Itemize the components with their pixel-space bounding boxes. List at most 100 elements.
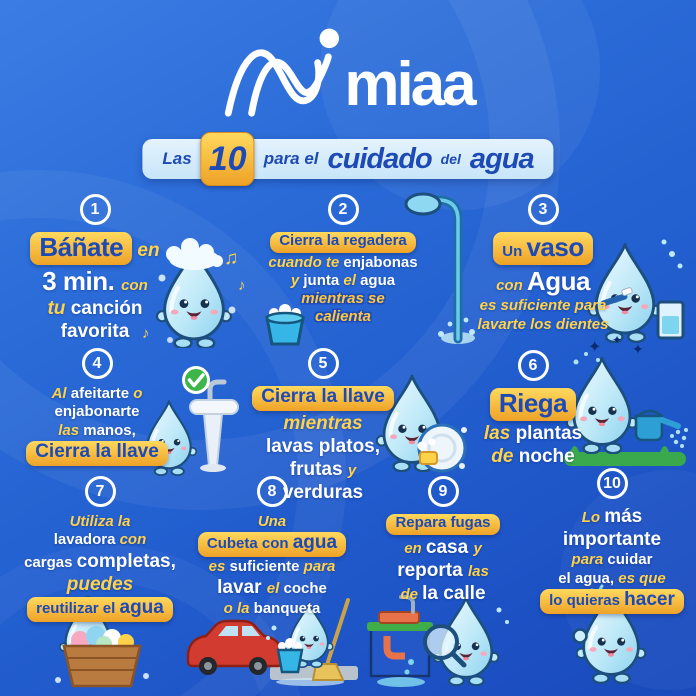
highlight-box: Riega <box>489 388 577 421</box>
text-segment: las <box>58 421 84 439</box>
bucket-icon <box>265 304 305 346</box>
tip-line: Báñate en <box>30 231 160 266</box>
tip-number-badge: 4 <box>81 348 113 379</box>
tip-line: Cierra la llave <box>248 385 398 412</box>
text-segment: noche <box>518 445 575 467</box>
watering-can-icon <box>634 409 681 442</box>
star-icon: ✦ <box>588 339 601 356</box>
text-segment: Báñate <box>39 232 124 262</box>
text-segment: y <box>473 539 482 557</box>
leak-repair-illustration <box>367 595 509 687</box>
shower-head-icon <box>404 192 442 216</box>
text-segment: de <box>400 585 423 603</box>
text-segment: Lo <box>581 509 605 526</box>
tip-line: Repara fugas <box>386 513 500 536</box>
title-banner: Las 10 para el cuidado del agua <box>142 132 554 186</box>
tip-line: Cubeta con agua <box>197 531 347 558</box>
text-segment: agua <box>360 271 396 289</box>
tip-line: 3 min. con <box>30 266 159 298</box>
car-icon <box>186 619 284 675</box>
car-wash-illustration <box>186 598 358 686</box>
tip-line: Riega <box>484 387 582 422</box>
banner-part3: del <box>440 151 461 167</box>
tip-line: calienta <box>268 308 417 326</box>
text-segment: con <box>121 276 148 294</box>
tip-line: Al afeitarte o <box>26 385 168 403</box>
shower-illustration <box>404 192 475 344</box>
tip-number-badge: 3 <box>527 194 559 225</box>
text-segment: completas, <box>76 550 176 572</box>
text-segment: puedes <box>66 573 134 595</box>
tip-line: Un vaso <box>478 231 609 266</box>
text-segment: Al <box>51 385 71 402</box>
text-segment: agua <box>119 596 164 618</box>
text-segment: calienta <box>315 308 371 326</box>
tip-line: enjabonarte <box>26 403 168 421</box>
soap-foam-icon <box>158 238 236 343</box>
text-segment: 3 min. <box>42 265 122 296</box>
star-icon: ✦ <box>612 334 622 347</box>
mascot-toothbrushing-illustration <box>582 239 685 348</box>
text-segment: favorita <box>60 321 130 343</box>
tip-line: mientras se <box>268 290 417 308</box>
tip-number-badge: 6 <box>517 350 549 381</box>
text-segment: es <box>208 558 230 576</box>
tip-card-8: 8 Una Cubeta con agua es suficiente para lav… <box>186 470 358 690</box>
tip-line: Cierra la regadera <box>268 231 417 254</box>
text-segment: cargas <box>24 553 77 571</box>
banner-part1: para el <box>263 149 319 168</box>
tip-number-badge: 2 <box>327 194 359 225</box>
text-segment: hacer <box>624 588 675 610</box>
text-segment: las <box>483 422 516 444</box>
text-segment: lavarte los dientes <box>477 315 609 333</box>
thumbs-up-icon <box>572 628 588 644</box>
tip-line: cuando te enjabonas <box>268 254 417 272</box>
tip-line: el agua, es que <box>540 570 684 588</box>
music-note-icon: ♪ <box>238 277 246 294</box>
tip-line: las manos, <box>26 422 168 440</box>
tip-line: frutas y verduras <box>248 458 398 504</box>
glass-of-water-icon <box>656 300 685 340</box>
music-note-icon: ♪ <box>142 325 150 342</box>
text-segment: suficiente <box>229 558 304 576</box>
tip-line: lavadora con <box>24 531 176 549</box>
toothbrush-icon <box>600 287 633 307</box>
tip-line: o la banqueta <box>198 600 346 618</box>
highlight-box: Cubeta con agua <box>197 532 347 558</box>
tip-line: de la calle <box>386 582 499 605</box>
text-segment: Riega <box>498 388 568 418</box>
magnifier-icon <box>423 624 467 668</box>
text-segment: la calle <box>422 582 486 604</box>
text-segment: canción <box>70 298 143 320</box>
tip-line: mientras <box>248 412 398 435</box>
text-segment: importante <box>562 529 662 551</box>
text-segment: y <box>290 271 304 289</box>
text-segment: casa <box>425 536 474 558</box>
text-segment: manos, <box>83 421 136 439</box>
mascot-bathing-illustration: ♫ ♪ ♪ <box>142 238 246 348</box>
tip-card-3: 3 Un vaso con Agua es suficiente para lavart… <box>468 190 692 346</box>
text-segment: mientras se <box>301 290 385 308</box>
tip-card-5: 5 Cierra la llave mientras lavas platos, fru… <box>248 344 467 503</box>
tip-line: puedes <box>24 573 176 596</box>
highlight-box: Un vaso <box>493 232 593 265</box>
text-segment: o <box>133 385 143 402</box>
text-segment: más <box>604 506 643 527</box>
tip-number-badge: 8 <box>256 476 288 507</box>
banner-prefix: Las <box>162 149 192 168</box>
banner-part4: agua <box>469 142 535 175</box>
text-segment: lavadora <box>53 531 120 549</box>
star-icon: ✦ <box>632 341 644 357</box>
check-icon <box>182 366 210 394</box>
tip-line: reporta las <box>386 559 499 582</box>
tip-line: con Agua <box>478 266 609 298</box>
tip-line: Lo más <box>540 505 684 528</box>
tip-line: es suficiente para <box>198 558 346 576</box>
grass-icon <box>564 452 686 466</box>
tip-card-10: 10 Lo más importante para cuidar el agua, es… <box>534 462 690 690</box>
banner-number-box: 10 <box>200 132 255 186</box>
tip-line: importante <box>540 528 684 551</box>
highlight-box: reutilizar el agua <box>27 596 173 622</box>
tip-line: y junta el agua <box>268 272 417 290</box>
